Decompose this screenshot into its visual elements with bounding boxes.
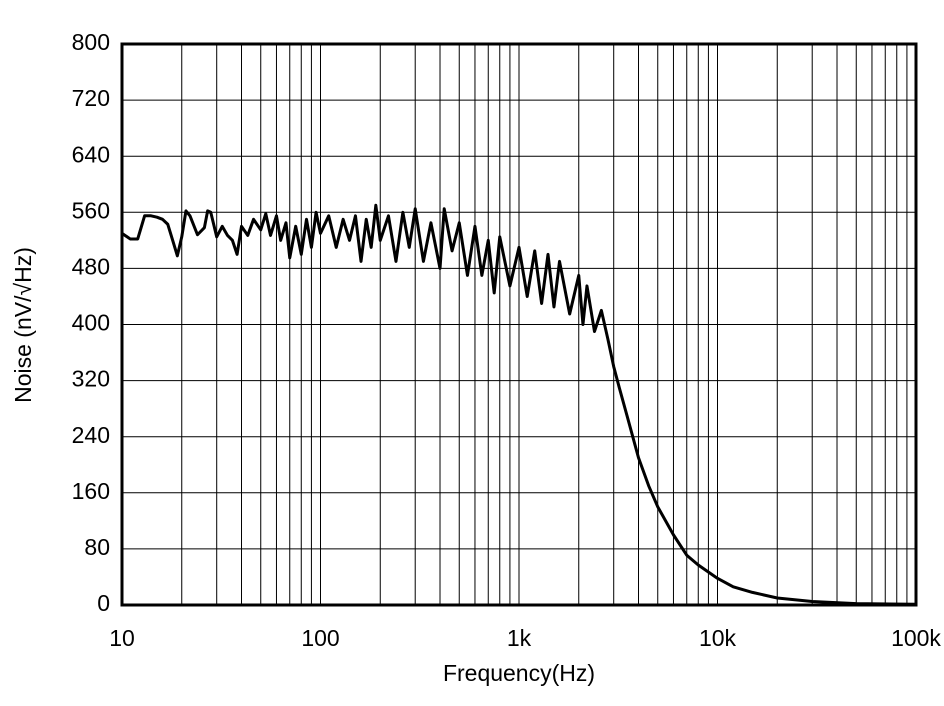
x-tick-label: 100k	[891, 625, 941, 651]
data-line	[121, 203, 917, 606]
y-tick-label: 320	[72, 366, 110, 392]
y-tick-label: 640	[72, 141, 110, 167]
y-tick-label: 160	[72, 478, 110, 504]
y-tick-label: 0	[97, 590, 110, 616]
y-tick-label: 720	[72, 85, 110, 111]
y-tick-label: 480	[72, 253, 110, 279]
y-tick-label: 80	[84, 534, 110, 560]
y-tick-label: 240	[72, 422, 110, 448]
x-axis-label: Frequency(Hz)	[443, 660, 595, 686]
x-tick-label: 10k	[699, 625, 737, 651]
y-axis-label: Noise (nV/√Hz)	[10, 247, 36, 403]
plot-frame	[120, 42, 918, 607]
x-tick-label: 100	[301, 625, 339, 651]
y-tick-label: 560	[72, 197, 110, 223]
y-tick-label: 400	[72, 310, 110, 336]
x-tick-label: 1k	[507, 625, 532, 651]
x-tick-label: 10	[109, 625, 135, 651]
y-tick-label: 800	[72, 29, 110, 55]
